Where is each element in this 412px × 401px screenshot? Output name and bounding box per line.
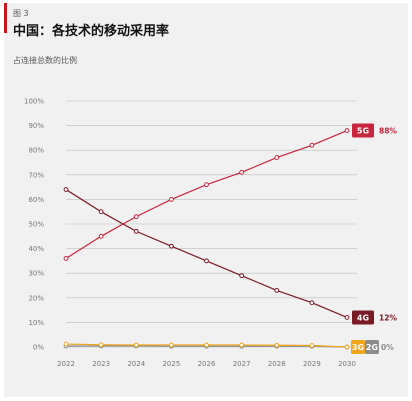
chart-card: [4, 3, 408, 397]
x-tick-label: 2026: [198, 360, 216, 368]
series-name-3g: 3G: [352, 343, 364, 352]
x-tick-label: 2024: [127, 360, 145, 368]
y-tick-label: 0%: [33, 344, 44, 352]
y-tick-label: 30%: [28, 270, 44, 278]
figure-label: 图 3: [13, 9, 29, 18]
data-point-5g: [133, 214, 139, 220]
data-point-5g: [274, 155, 280, 160]
y-tick-label: 10%: [28, 319, 44, 327]
x-tick-label: 2029: [303, 360, 321, 368]
y-tick-label: 20%: [28, 294, 44, 302]
chart-subtitle: 占连接总数的比例: [13, 56, 77, 65]
data-point-3g: [168, 342, 174, 348]
data-point-5g: [63, 256, 69, 261]
data-point-4g: [98, 209, 104, 215]
y-tick-label: 70%: [28, 171, 44, 179]
data-point-4g: [274, 288, 280, 293]
x-tick-label: 2023: [92, 360, 110, 368]
end-value-4g: 12%: [379, 313, 397, 322]
end-labels: 5G 88% 4G 12% 3G 2G 0%: [351, 123, 397, 354]
data-point-3g: [98, 342, 104, 348]
y-tick-label: 80%: [28, 147, 44, 155]
y-tick-label: 100%: [24, 98, 44, 106]
data-point-3g: [63, 341, 69, 347]
end-value-5g: 88%: [379, 127, 397, 136]
accent-bar: [4, 3, 7, 33]
series-name-2g: 2G: [366, 343, 378, 352]
data-point-4g: [168, 243, 174, 249]
series-badge-3g: [351, 340, 365, 354]
data-point-5g: [239, 169, 245, 175]
data-point-3g: [274, 342, 280, 348]
grid-layer: [66, 100, 357, 348]
data-point-5g: [309, 142, 315, 148]
x-tick-label: 2028: [268, 360, 286, 368]
y-tick-label: 90%: [28, 122, 44, 130]
data-point-3g: [133, 342, 139, 348]
data-point-4g: [344, 315, 350, 320]
data-point-5g: [98, 233, 104, 239]
x-tick-label: 2030: [338, 360, 356, 368]
data-point-5g: [168, 197, 174, 202]
x-tick-label: 2022: [57, 360, 75, 368]
series-line-4g: [65, 189, 348, 319]
series-name-5g: 5G: [357, 127, 369, 136]
data-point-3g: [204, 342, 209, 348]
y-tick-label: 50%: [28, 221, 44, 229]
y-tick-label: 60%: [28, 196, 44, 204]
data-point-4g: [239, 273, 245, 279]
data-point-5g: [204, 182, 209, 188]
data-point-3g: [239, 342, 245, 348]
y-tick-label: 40%: [28, 245, 44, 253]
axis-ticks: 0% 10% 20% 30% 40% 50% 60% 70% 80% 90% 100% 2022 202…: [24, 98, 356, 369]
end-value-2g: 0%: [381, 343, 394, 352]
series-lines: [65, 129, 348, 348]
series-line-5g: [65, 129, 348, 259]
data-point-3g: [309, 343, 315, 348]
data-point-4g: [63, 187, 69, 192]
series-badge-2g: [365, 340, 379, 354]
data-point-5g: [344, 128, 350, 133]
series-points: [63, 128, 350, 350]
series-badge-4g: [352, 310, 374, 325]
series-badge-5g: [352, 123, 374, 138]
data-point-4g: [204, 258, 209, 264]
x-tick-label: 2025: [162, 360, 180, 368]
data-point-4g: [309, 300, 315, 306]
chart-title: 中国：各技术的移动采用率: [13, 24, 170, 39]
series-name-4g: 4G: [357, 313, 369, 322]
data-point-3g: [344, 344, 350, 350]
x-tick-label: 2027: [233, 360, 251, 368]
data-point-4g: [133, 228, 139, 234]
